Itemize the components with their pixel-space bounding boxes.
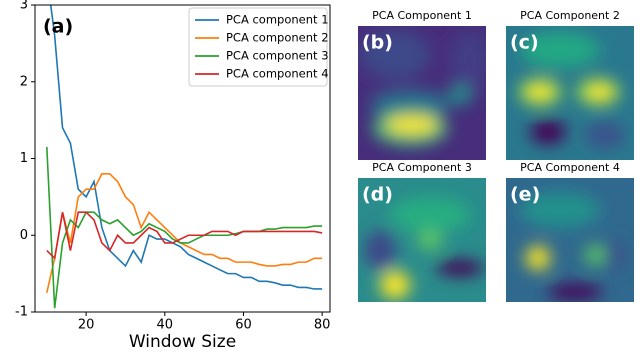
- plot-lines: [46, 5, 323, 309]
- legend-label: PCA component 3: [226, 49, 329, 63]
- legend-label: PCA component 2: [226, 31, 329, 45]
- panel-label: (c): [510, 32, 539, 54]
- heatmap-e: [506, 178, 634, 302]
- panel-title: PCA Component 3: [372, 161, 472, 174]
- panel-label: (b): [362, 32, 393, 54]
- series-line: [46, 146, 323, 309]
- panel-label: (d): [362, 184, 393, 206]
- heatmap-b: [358, 26, 486, 160]
- legend-label: PCA component 1: [226, 13, 329, 27]
- y-tick-label: -1: [15, 305, 28, 320]
- plot-frame: [34, 4, 331, 313]
- x-tick-label: 80: [314, 318, 331, 333]
- panel-title: PCA Component 4: [520, 161, 620, 174]
- x-tick-label: 20: [78, 318, 95, 333]
- series-line: [49, 5, 323, 290]
- series-line: [46, 173, 323, 293]
- panel-title: PCA Component 2: [520, 9, 620, 22]
- legend-label: PCA component 4: [226, 67, 329, 81]
- heatmap-d: [358, 178, 486, 302]
- y-tick-label: 1: [20, 151, 28, 166]
- y-tick-label: 3: [20, 0, 28, 13]
- series-line: [46, 211, 323, 260]
- x-axis-label: Window Size: [129, 332, 236, 352]
- x-tick-label: 60: [235, 318, 252, 333]
- panel-label: (a): [43, 16, 73, 38]
- panel-title: PCA Component 1: [372, 9, 472, 22]
- y-tick-label: 0: [20, 228, 28, 243]
- x-tick-label: 40: [157, 318, 174, 333]
- panel-label: (e): [510, 184, 540, 206]
- heatmap-c: [506, 26, 634, 160]
- y-tick-label: 2: [20, 74, 28, 89]
- panel-text: PCA Component 1 (b) PCA Component 2 (c) PCA …: [362, 9, 620, 206]
- legend-box: [188, 7, 328, 87]
